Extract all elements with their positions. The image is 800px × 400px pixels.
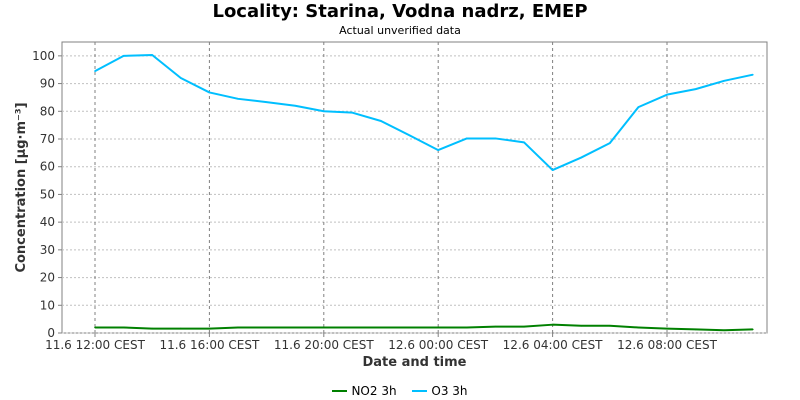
y-tick-label: 20 — [40, 271, 55, 285]
y-tick-label: 80 — [40, 104, 55, 118]
data-point-no2 — [151, 327, 153, 330]
data-point-o3 — [294, 104, 297, 107]
data-point-no2 — [723, 329, 725, 332]
data-point-no2 — [122, 326, 125, 329]
data-point-no2 — [523, 325, 525, 328]
data-point-o3 — [466, 137, 468, 140]
data-point-no2 — [437, 326, 440, 329]
data-point-no2 — [380, 326, 382, 329]
y-tick-label: 50 — [40, 187, 55, 201]
data-point-no2 — [752, 328, 754, 331]
legend-swatch-no2 — [332, 390, 348, 392]
data-point-o3 — [380, 120, 382, 122]
y-tick-label: 30 — [40, 243, 55, 257]
series-line-no2 — [95, 323, 753, 332]
data-point-o3 — [351, 111, 354, 114]
x-tick-label: 11.6 20:00 CEST — [274, 338, 375, 352]
y-axis-label: Concentration [µg·m⁻³] — [14, 102, 29, 272]
chart-title: Locality: Starina, Vodna nadrz, EMEP — [212, 1, 588, 22]
series-line-o3 — [94, 54, 754, 172]
x-tick-labels: 11.6 12:00 CEST 11.6 16:00 CEST 11.6 20:00… — [45, 338, 718, 352]
x-tick-label: 11.6 16:00 CEST — [159, 338, 260, 352]
data-point-o3 — [494, 137, 497, 140]
data-point-no2 — [237, 326, 239, 329]
data-point-o3 — [237, 98, 239, 100]
data-point-o3 — [609, 142, 611, 144]
data-point-no2 — [94, 326, 96, 329]
x-tick-label: 11.6 12:00 CEST — [45, 338, 146, 352]
y-tick-label: 60 — [40, 160, 55, 174]
data-point-o3 — [580, 156, 582, 159]
x-tick-label: 12.6 08:00 CEST — [617, 338, 718, 352]
legend-item-no2[interactable]: NO2 3h — [332, 384, 397, 398]
data-point-o3 — [265, 101, 268, 103]
data-point-o3 — [180, 77, 182, 79]
data-point-no2 — [580, 324, 582, 327]
legend-swatch-o3 — [412, 390, 428, 392]
data-point-no2 — [666, 327, 668, 330]
y-tick-label: 70 — [40, 132, 55, 146]
data-point-o3 — [752, 73, 754, 76]
plot-frame — [61, 41, 768, 334]
data-point-o3 — [523, 141, 525, 144]
data-point-no2 — [466, 326, 468, 329]
series-lines — [94, 54, 754, 332]
data-point-no2 — [265, 326, 268, 329]
data-point-no2 — [351, 326, 354, 329]
data-point-o3 — [208, 91, 211, 94]
data-point-no2 — [494, 325, 497, 328]
data-point-o3 — [437, 149, 440, 151]
data-point-no2 — [551, 323, 554, 326]
y-tick-label: 0 — [47, 326, 55, 340]
data-point-o3 — [323, 110, 325, 113]
x-gridlines — [94, 42, 668, 337]
data-point-no2 — [180, 327, 182, 330]
data-point-o3 — [694, 88, 697, 90]
data-point-no2 — [694, 328, 697, 331]
x-tick-label: 12.6 00:00 CEST — [388, 338, 489, 352]
y-gridlines — [58, 55, 767, 334]
x-axis-label: Date and time — [362, 355, 466, 370]
y-tick-label: 90 — [40, 77, 55, 91]
y-tick-label: 100 — [32, 49, 55, 63]
y-tick-labels: 0 10 20 30 40 50 60 70 80 90 100 — [32, 49, 55, 340]
data-point-o3 — [723, 80, 725, 82]
data-point-no2 — [294, 326, 297, 329]
data-point-o3 — [551, 169, 554, 171]
legend-item-o3[interactable]: O3 3h — [412, 384, 468, 398]
data-point-no2 — [637, 326, 640, 329]
x-tick-label: 12.6 04:00 CEST — [503, 338, 604, 352]
legend-label-no2: NO2 3h — [351, 384, 397, 398]
data-point-o3 — [94, 70, 96, 72]
data-point-o3 — [122, 55, 125, 57]
y-tick-label: 40 — [40, 215, 55, 229]
data-point-o3 — [637, 106, 640, 108]
data-point-o3 — [151, 54, 153, 56]
data-point-no2 — [609, 324, 611, 327]
data-point-no2 — [408, 326, 411, 329]
data-point-no2 — [323, 326, 325, 329]
y-tick-label: 10 — [40, 298, 55, 312]
data-point-o3 — [666, 93, 668, 96]
chart-subtitle: Actual unverified data — [339, 24, 461, 37]
legend: NO2 3h O3 3h — [0, 381, 800, 398]
data-point-no2 — [208, 327, 211, 330]
data-point-o3 — [408, 134, 411, 137]
legend-label-o3: O3 3h — [431, 384, 468, 398]
